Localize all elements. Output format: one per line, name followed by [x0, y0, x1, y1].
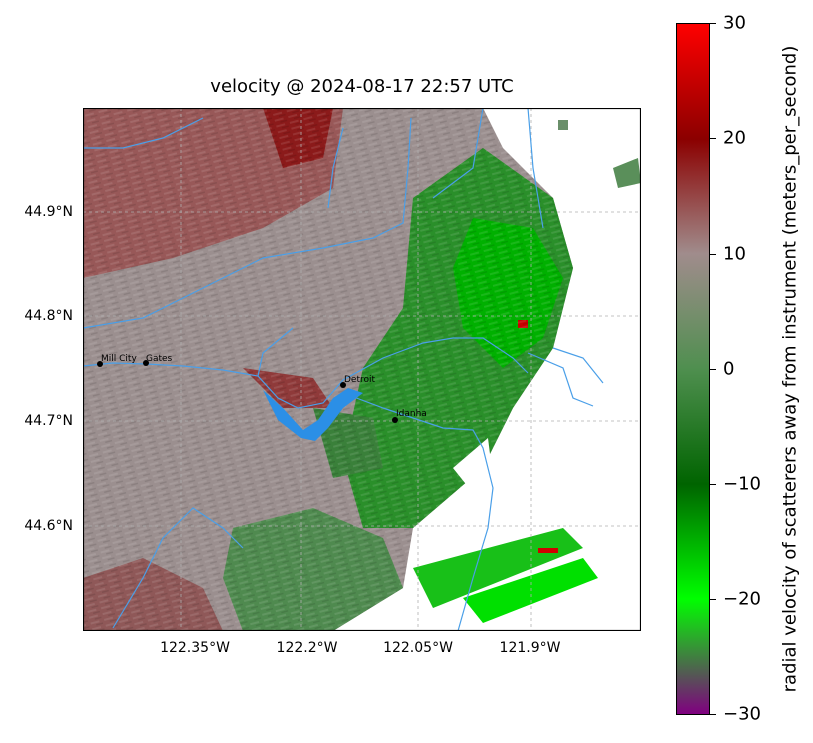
colorbar-tick [710, 484, 716, 485]
longitude-label: 121.9°W [499, 640, 561, 656]
colorbar-tick [710, 369, 716, 370]
rivers [83, 108, 604, 631]
latitude-label: 44.6°N [24, 518, 73, 534]
gridlines [83, 108, 641, 631]
colorbar-tick [710, 254, 716, 255]
place-label: Mill City [101, 354, 137, 364]
place-marker-mill-city [97, 361, 103, 367]
place-marker-idanha [392, 417, 398, 423]
longitude-label: 122.35°W [160, 640, 230, 656]
noise-patch [538, 548, 558, 553]
latitude-label: 44.8°N [24, 308, 73, 324]
place-marker-detroit [340, 382, 346, 388]
map-frame [83, 108, 641, 631]
colorbar-tick [710, 599, 716, 600]
colorbar-title: radial velocity of scatterers away from … [779, 45, 801, 693]
coverage-gap [453, 438, 493, 493]
place-markers [97, 360, 398, 423]
place-marker-gates [143, 360, 149, 366]
colorbar-tick-label: −30 [723, 703, 761, 725]
longitude-label: 122.05°W [383, 640, 453, 656]
place-label: Gates [146, 354, 173, 364]
place-label: Idanha [396, 409, 427, 419]
latitude-label: 44.7°N [24, 413, 73, 429]
longitude-label: 122.2°W [276, 640, 338, 656]
colorbar-tick-label: −10 [723, 473, 761, 495]
far-range-streak [463, 558, 598, 623]
far-range-streak [613, 158, 641, 188]
colorbar-tick [710, 23, 716, 24]
colorbar-tick-label: 0 [723, 358, 735, 380]
colorbar-tick-label: 30 [723, 12, 746, 34]
velocity-colorbar [676, 23, 710, 715]
colorbar-tick-label: 20 [723, 127, 746, 149]
radar-map: Mill City Gates Detroit Idanha [83, 108, 641, 631]
colorbar-tick-label: −20 [723, 588, 761, 610]
map-title: velocity @ 2024-08-17 22:57 UTC [210, 76, 514, 97]
colorbar-tick-label: 10 [723, 243, 746, 265]
place-label: Detroit [344, 375, 376, 385]
colorbar-tick [710, 138, 716, 139]
detroit-lake [263, 388, 363, 441]
colorbar-tick [710, 714, 716, 715]
latitude-label: 44.9°N [24, 204, 73, 220]
noise-patch [558, 120, 568, 130]
